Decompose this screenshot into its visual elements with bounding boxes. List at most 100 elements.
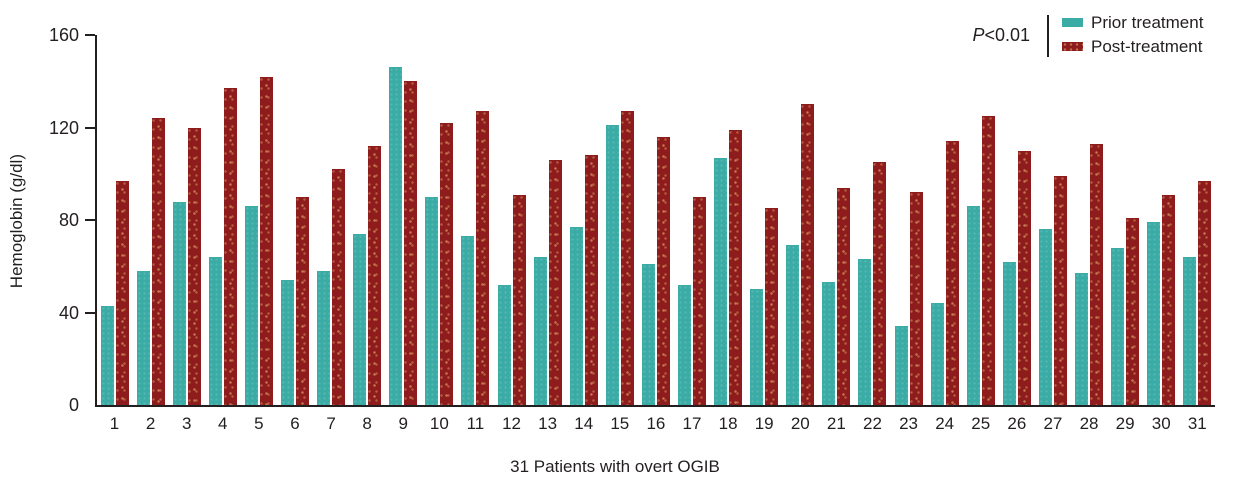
x-category-label-23: 23 <box>899 414 919 433</box>
patient-group-10: 10 <box>425 35 454 432</box>
patient-group-4: 4 <box>208 35 237 432</box>
post-treatment-bar-22 <box>873 162 887 405</box>
post-treatment-bar-29 <box>1126 217 1140 405</box>
patient-group-11: 11 <box>461 35 490 432</box>
post-treatment-bar-20 <box>801 104 815 405</box>
prior-treatment-bar-4 <box>208 257 222 405</box>
prior-treatment-bar-5 <box>244 206 258 405</box>
post-treatment-bar-11 <box>476 111 490 405</box>
prior-treatment-bar-10 <box>425 196 439 405</box>
patient-group-5: 5 <box>244 35 273 432</box>
y-tick-mark <box>85 126 95 129</box>
legend: Prior treatment Post-treatment <box>1062 13 1203 56</box>
prior-treatment-bar-3 <box>172 201 186 405</box>
post-treatment-bar-24 <box>945 141 959 405</box>
x-category-label-25: 25 <box>971 414 991 433</box>
legend-divider <box>1047 15 1049 57</box>
y-axis-label: Hemoglobin (g/dl) <box>7 153 26 289</box>
post-treatment-swatch-icon <box>1062 41 1083 51</box>
prior-treatment-bar-20 <box>786 245 800 405</box>
patient-group-31: 31 <box>1183 35 1212 432</box>
x-category-label-24: 24 <box>935 414 955 433</box>
post-treatment-bar-13 <box>548 159 562 405</box>
prior-treatment-bar-23 <box>894 326 908 405</box>
patient-group-13: 13 <box>533 35 562 432</box>
x-category-label-8: 8 <box>362 414 372 433</box>
patient-group-26: 26 <box>1002 35 1031 432</box>
x-category-label-13: 13 <box>538 414 558 433</box>
patient-group-27: 27 <box>1038 35 1067 432</box>
y-tick-mark <box>85 311 95 314</box>
x-category-label-1: 1 <box>109 414 120 433</box>
prior-treatment-bar-13 <box>533 257 547 405</box>
post-treatment-bar-7 <box>332 169 346 405</box>
prior-treatment-bar-19 <box>750 289 764 405</box>
patient-group-1: 1 <box>100 35 129 432</box>
post-treatment-bar-17 <box>693 196 706 405</box>
post-treatment-bar-6 <box>295 196 309 405</box>
p-value-symbol: P <box>972 25 985 45</box>
x-category-label-14: 14 <box>574 414 594 433</box>
patient-group-19: 19 <box>750 35 779 432</box>
post-treatment-bar-16 <box>656 136 670 405</box>
patient-group-18: 18 <box>714 35 743 432</box>
prior-treatment-bar-24 <box>930 303 944 405</box>
patient-group-9: 9 <box>389 35 418 432</box>
prior-treatment-bar-25 <box>966 206 980 405</box>
prior-treatment-bar-2 <box>136 270 150 405</box>
patient-group-16: 16 <box>641 35 670 432</box>
post-treatment-bar-21 <box>837 187 851 405</box>
prior-treatment-bar-16 <box>641 263 655 405</box>
post-treatment-bar-31 <box>1198 180 1212 405</box>
post-treatment-bar-28 <box>1090 143 1104 405</box>
x-category-label-10: 10 <box>429 414 449 433</box>
post-treatment-bar-4 <box>223 88 237 405</box>
patient-group-7: 7 <box>317 35 346 432</box>
y-tick-label: 120 <box>48 117 79 138</box>
patient-group-24: 24 <box>930 35 959 432</box>
x-category-label-17: 17 <box>682 414 702 433</box>
y-tick-mark <box>85 34 95 36</box>
prior-treatment-bar-30 <box>1147 222 1161 405</box>
patient-group-22: 22 <box>858 35 887 432</box>
x-category-label-5: 5 <box>254 414 264 433</box>
p-value-text: <0.01 <box>984 25 1030 45</box>
patient-group-30: 30 <box>1147 35 1176 432</box>
post-treatment-bar-8 <box>368 146 382 405</box>
x-category-label-29: 29 <box>1115 414 1135 433</box>
x-category-label-30: 30 <box>1151 414 1171 433</box>
plot-area: 0 40 80 120 160 1 2 3 4 5 6 7 8 9 10 11 12 13 14 15 16 17 18 1… <box>49 26 1215 432</box>
post-treatment-bar-14 <box>584 155 598 405</box>
prior-treatment-bar-9 <box>389 67 403 405</box>
post-treatment-bar-18 <box>729 129 743 405</box>
post-treatment-bar-27 <box>1053 176 1067 405</box>
post-treatment-bar-2 <box>151 118 165 405</box>
y-tick-label: 40 <box>58 302 79 323</box>
patient-group-12: 12 <box>497 35 526 432</box>
x-category-label-28: 28 <box>1079 414 1099 433</box>
prior-treatment-bar-12 <box>497 284 511 405</box>
y-tick-label: 0 <box>68 395 79 415</box>
post-treatment-bar-3 <box>187 127 201 405</box>
post-treatment-bar-5 <box>259 76 273 405</box>
x-category-label-4: 4 <box>218 414 228 433</box>
prior-treatment-bar-22 <box>858 259 872 405</box>
post-treatment-bar-23 <box>909 192 923 405</box>
x-category-label-18: 18 <box>718 414 738 433</box>
post-treatment-bar-9 <box>404 81 418 405</box>
patient-group-2: 2 <box>136 35 165 432</box>
prior-treatment-bar-1 <box>100 305 114 405</box>
prior-treatment-bar-17 <box>678 284 691 405</box>
post-treatment-bar-15 <box>620 111 634 405</box>
x-category-label-3: 3 <box>181 414 192 433</box>
x-category-label-9: 9 <box>398 414 408 433</box>
x-category-label-20: 20 <box>790 414 810 433</box>
legend-item-post-treatment: Post-treatment <box>1062 37 1203 57</box>
prior-treatment-bar-18 <box>714 157 728 405</box>
prior-treatment-bar-15 <box>605 125 619 405</box>
prior-treatment-bar-28 <box>1075 273 1089 405</box>
legend-label-post-treatment: Post-treatment <box>1091 36 1203 56</box>
x-category-label-27: 27 <box>1043 414 1063 433</box>
prior-treatment-bar-6 <box>280 280 294 405</box>
